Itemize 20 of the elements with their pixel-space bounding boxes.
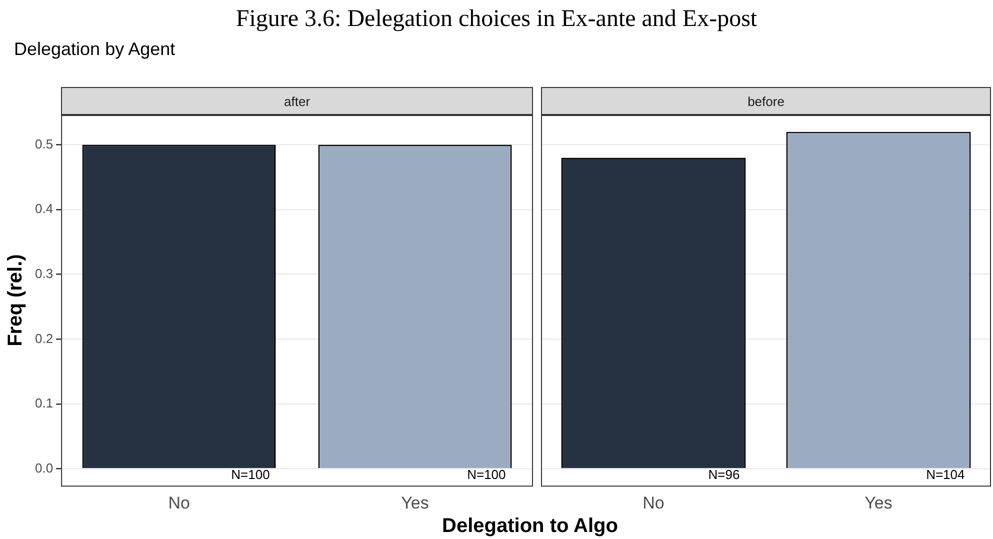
annotation: N=100	[467, 467, 506, 482]
y-axis-title: Freq (rel.)	[4, 254, 27, 346]
y-tick-label: 0.5	[34, 136, 54, 152]
caption: Figure 3.6: Delegation choices in Ex-ante and Ex-post	[234, 6, 758, 33]
y-tick-label: 0.0	[34, 460, 54, 476]
y-tick-label: 0.1	[34, 396, 54, 411]
x-tick-label: Yes	[401, 493, 429, 512]
annotation: N=96	[708, 467, 740, 482]
y-tick-label: 0.4	[34, 201, 54, 216]
x-tick-label: No	[642, 493, 664, 512]
chart-title: after	[61, 87, 533, 115]
annotation: N=104	[926, 467, 965, 482]
annotation: N=100	[231, 467, 270, 482]
text: Delegation by Agent	[14, 39, 176, 60]
y-tick-label: 0.2	[34, 330, 54, 346]
chart-title: before	[541, 87, 991, 115]
x-tick-label: No	[168, 493, 190, 512]
x-tick-label: Yes	[864, 493, 892, 512]
x-axis-title: Delegation to Algo	[441, 515, 619, 538]
y-tick-label: 0.3	[34, 266, 54, 281]
